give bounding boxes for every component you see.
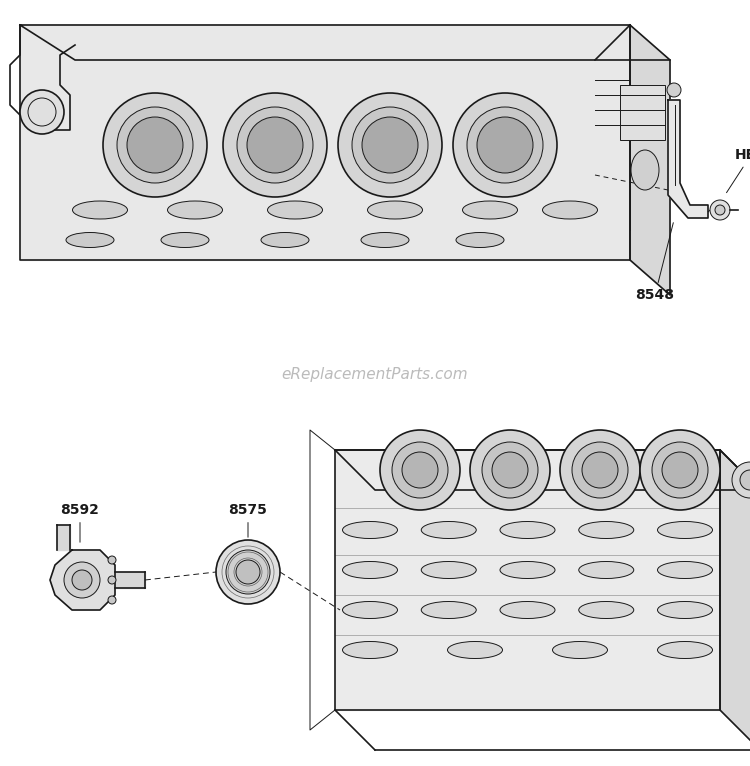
Ellipse shape [500, 601, 555, 618]
Circle shape [560, 430, 640, 510]
Ellipse shape [579, 522, 634, 538]
Circle shape [352, 107, 428, 183]
Ellipse shape [500, 561, 555, 578]
Ellipse shape [343, 522, 398, 538]
Circle shape [108, 576, 116, 584]
Ellipse shape [658, 522, 712, 538]
Circle shape [492, 452, 528, 488]
Circle shape [117, 107, 193, 183]
Ellipse shape [422, 601, 476, 618]
Ellipse shape [463, 201, 518, 219]
Polygon shape [57, 525, 70, 550]
Ellipse shape [579, 561, 634, 578]
Circle shape [582, 452, 618, 488]
Circle shape [237, 107, 313, 183]
FancyBboxPatch shape [620, 85, 665, 140]
Circle shape [482, 442, 538, 498]
Ellipse shape [167, 201, 223, 219]
Ellipse shape [268, 201, 322, 219]
Ellipse shape [361, 233, 409, 247]
Polygon shape [668, 100, 708, 218]
Polygon shape [50, 550, 115, 610]
Polygon shape [20, 25, 630, 60]
Circle shape [127, 117, 183, 173]
Text: 8592: 8592 [61, 503, 100, 542]
Ellipse shape [261, 233, 309, 247]
Ellipse shape [343, 561, 398, 578]
Ellipse shape [368, 201, 422, 219]
Polygon shape [115, 572, 145, 588]
Circle shape [64, 562, 100, 598]
Circle shape [72, 570, 92, 590]
Circle shape [226, 550, 270, 594]
Circle shape [715, 205, 725, 215]
Polygon shape [335, 450, 750, 490]
Ellipse shape [579, 601, 634, 618]
Ellipse shape [161, 233, 209, 247]
Circle shape [467, 107, 543, 183]
Circle shape [402, 452, 438, 488]
Ellipse shape [73, 201, 128, 219]
Ellipse shape [658, 641, 712, 659]
Ellipse shape [553, 641, 608, 659]
Circle shape [216, 540, 280, 604]
Ellipse shape [422, 561, 476, 578]
Circle shape [20, 90, 64, 134]
Ellipse shape [343, 641, 398, 659]
Ellipse shape [456, 233, 504, 247]
Text: 8575: 8575 [229, 503, 268, 537]
Circle shape [477, 117, 533, 173]
Polygon shape [630, 25, 670, 295]
Ellipse shape [343, 601, 398, 618]
Circle shape [640, 430, 720, 510]
Ellipse shape [500, 522, 555, 538]
Ellipse shape [631, 150, 659, 190]
Ellipse shape [66, 233, 114, 247]
Circle shape [392, 442, 448, 498]
Circle shape [740, 470, 750, 490]
Text: eReplacementParts.com: eReplacementParts.com [282, 368, 468, 382]
Circle shape [236, 560, 260, 584]
Circle shape [247, 117, 303, 173]
Ellipse shape [448, 641, 503, 659]
Polygon shape [20, 25, 630, 260]
Ellipse shape [542, 201, 598, 219]
Polygon shape [720, 450, 750, 750]
Circle shape [103, 93, 207, 197]
Polygon shape [335, 450, 720, 710]
Circle shape [470, 430, 550, 510]
Circle shape [572, 442, 628, 498]
Text: 8548: 8548 [635, 223, 674, 302]
Circle shape [223, 93, 327, 197]
Circle shape [453, 93, 557, 197]
Circle shape [710, 200, 730, 220]
Ellipse shape [658, 601, 712, 618]
Circle shape [338, 93, 442, 197]
Circle shape [380, 430, 460, 510]
Circle shape [652, 442, 708, 498]
Circle shape [108, 556, 116, 564]
Circle shape [732, 462, 750, 498]
Circle shape [667, 83, 681, 97]
Circle shape [362, 117, 418, 173]
Circle shape [108, 596, 116, 604]
Ellipse shape [422, 522, 476, 538]
Ellipse shape [658, 561, 712, 578]
Circle shape [662, 452, 698, 488]
Text: HB1: HB1 [727, 148, 750, 193]
